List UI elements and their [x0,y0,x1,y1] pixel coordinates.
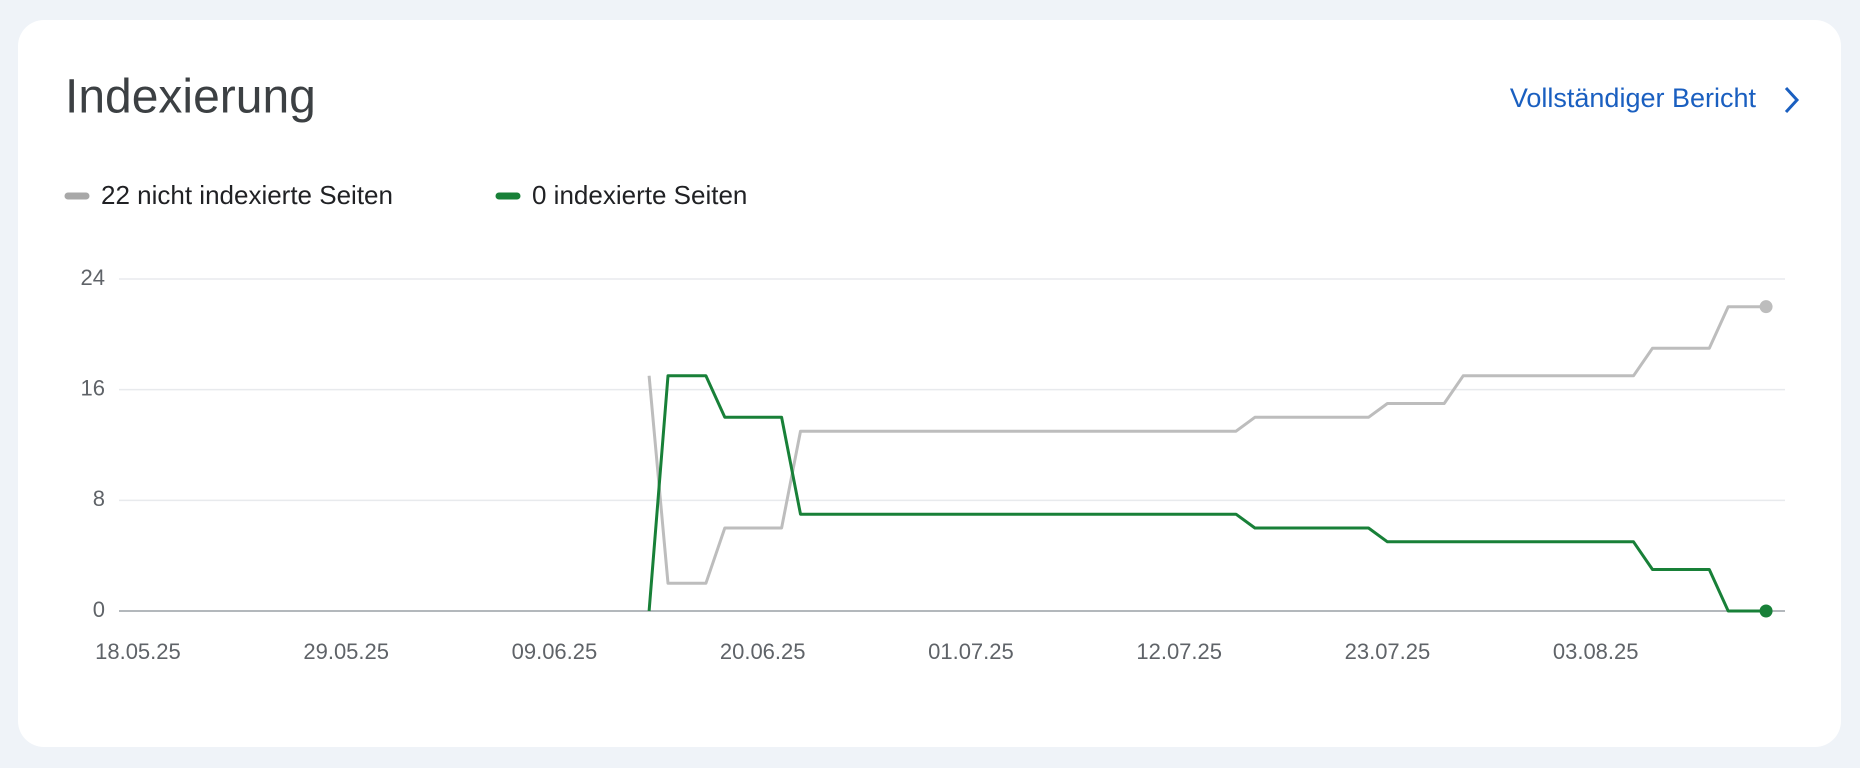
y-tick-label: 24 [81,265,105,290]
legend-label: 22 nicht indexierte Seiten [101,180,393,210]
end-point [1759,604,1773,618]
full-report-link[interactable]: Vollständiger Bericht [1510,83,1800,114]
x-tick-label: 20.06.25 [720,639,806,664]
series-line [647,374,1767,613]
x-tick-label: 23.07.25 [1345,639,1431,664]
chevron-icon[interactable] [1784,86,1800,114]
end-point [1759,300,1773,314]
x-tick-label: 29.05.25 [303,639,389,664]
card [18,20,1841,747]
chart-title: Indexierung [65,71,316,124]
link-text[interactable]: Vollständiger Bericht [1510,83,1757,113]
x-tick-label: 01.07.25 [928,639,1014,664]
y-tick-label: 8 [93,486,105,511]
x-tick-label: 09.06.25 [512,639,598,664]
y-tick-label: 0 [93,597,105,622]
x-tick-label: 03.08.25 [1553,639,1639,664]
legend-label: 0 indexierte Seiten [532,180,747,210]
x-tick-label: 18.05.25 [95,639,181,664]
x-tick-label: 12.07.25 [1136,639,1222,664]
series-line [647,305,1767,585]
y-tick-label: 16 [81,375,105,400]
